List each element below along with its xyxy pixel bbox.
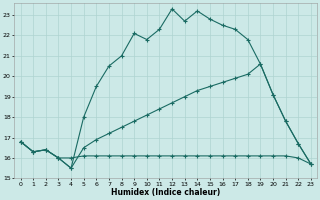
X-axis label: Humidex (Indice chaleur): Humidex (Indice chaleur): [111, 188, 220, 197]
